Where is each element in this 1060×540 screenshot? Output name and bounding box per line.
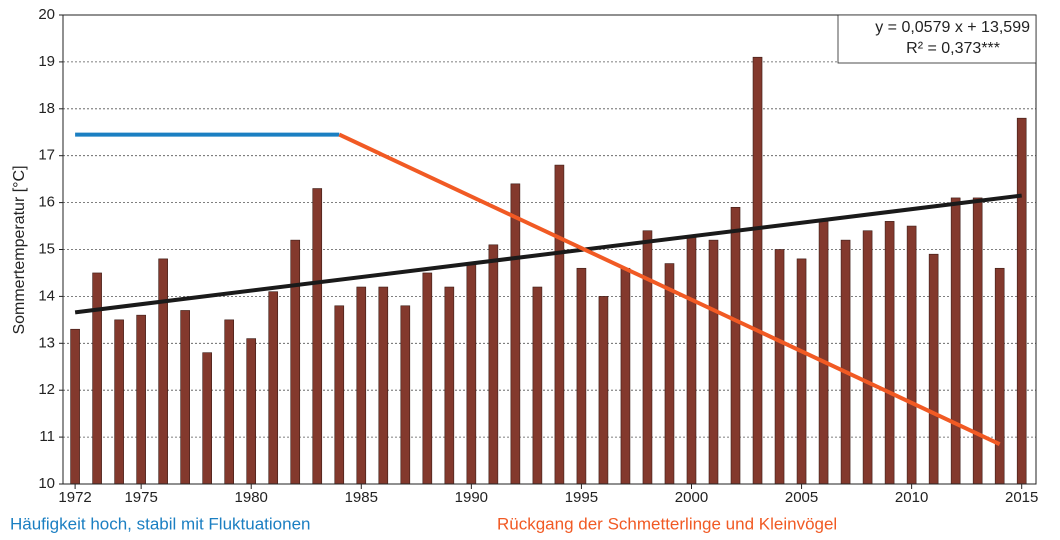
x-tick-label: 2010 [895, 489, 928, 506]
x-tick-label: 2005 [785, 489, 818, 506]
bar [818, 221, 829, 485]
y-tick-label: 17 [38, 147, 55, 164]
x-tick-label: 1972 [58, 489, 91, 506]
y-tick-label: 18 [38, 100, 55, 117]
bar [510, 183, 521, 485]
x-tick-label: 1980 [235, 489, 268, 506]
bar [576, 267, 587, 485]
bar [1016, 117, 1027, 485]
y-tick-label: 20 [38, 6, 55, 23]
bar [620, 267, 631, 485]
bar [708, 239, 719, 485]
bar [444, 286, 455, 485]
bar [906, 225, 917, 485]
bar [532, 286, 543, 485]
x-tick-label: 2015 [1005, 489, 1038, 506]
x-tick-label: 1990 [455, 489, 488, 506]
bar [356, 286, 367, 485]
bar [202, 352, 212, 485]
bar [378, 286, 389, 485]
bar [664, 263, 675, 485]
annotation: R² = 0,373*** [906, 40, 1000, 57]
bar [290, 239, 301, 485]
bar [862, 230, 873, 485]
bar [400, 305, 411, 485]
bar [928, 253, 939, 485]
bar [422, 272, 433, 485]
y-tick-label: 10 [38, 475, 55, 492]
y-tick-label: 15 [38, 240, 55, 257]
bar [686, 235, 697, 485]
bar [752, 56, 763, 485]
plot-frame [62, 14, 1037, 485]
bar [92, 272, 102, 485]
bar [598, 296, 609, 485]
bar [70, 328, 80, 485]
trend-line [74, 193, 1022, 315]
bar [488, 244, 499, 485]
phase-label: Rückgang der Schmetterlinge und Kleinvög… [497, 514, 837, 533]
bar [312, 188, 323, 485]
bar [466, 263, 477, 485]
bar [796, 258, 807, 485]
bar [774, 249, 785, 485]
x-tick-label: 1985 [345, 489, 378, 506]
y-tick-label: 19 [38, 53, 55, 70]
x-tick-label: 1995 [565, 489, 598, 506]
bar [884, 221, 895, 485]
bar [224, 319, 235, 485]
bar [972, 197, 983, 485]
bar [268, 291, 279, 485]
bar [114, 319, 124, 485]
bar [554, 164, 565, 485]
bar [334, 305, 345, 485]
bar [730, 206, 741, 485]
bar [246, 338, 257, 485]
bar [158, 258, 168, 485]
phase-label: Häufigkeit hoch, stabil mit Fluktuatione… [10, 514, 311, 533]
y-axis-label: Sommertemperatur [°C] [11, 165, 28, 334]
y-tick-label: 14 [38, 287, 55, 304]
bar [136, 314, 146, 485]
annotation-box [837, 14, 1037, 64]
annotation: y = 0,0579 x + 13,599 [875, 19, 1030, 36]
phase-line [338, 132, 1001, 446]
y-tick-label: 16 [38, 194, 55, 211]
x-tick-label: 1975 [124, 489, 157, 506]
y-tick-label: 12 [38, 381, 55, 398]
x-tick-label: 2000 [675, 489, 708, 506]
bar [642, 230, 653, 485]
y-tick-label: 13 [38, 334, 55, 351]
bar [994, 267, 1005, 485]
bar [840, 239, 851, 485]
bar [950, 197, 961, 485]
bar [180, 310, 190, 485]
y-tick-label: 11 [39, 428, 55, 445]
